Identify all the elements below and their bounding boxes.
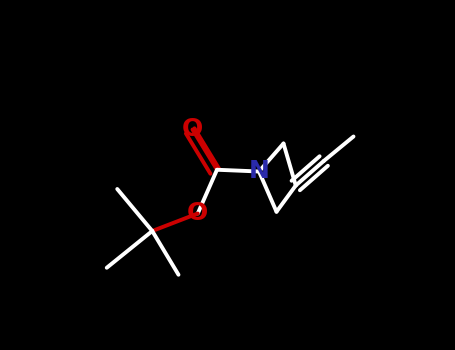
Text: O: O (187, 202, 208, 225)
Text: N: N (248, 160, 269, 183)
Text: O: O (182, 118, 203, 141)
